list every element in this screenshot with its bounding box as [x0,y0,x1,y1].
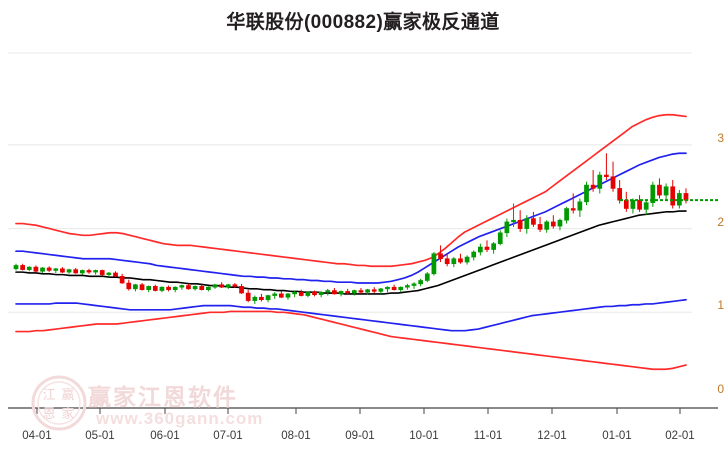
y-axis-tick: 0 [717,382,724,396]
x-axis-tick: 10-01 [409,430,439,442]
page-title: 华联股份(000882)赢家极反通道 [226,12,500,33]
grid-lines [8,52,692,313]
x-axis-tick: 02-01 [665,430,695,442]
x-axis-tick: 06-01 [150,430,180,442]
x-axis-tick: 12-01 [537,430,567,442]
y-axis-tick: 2 [717,214,724,229]
y-axis-tick: 3 [717,130,724,145]
channel-series [15,113,687,371]
y-axis-tick: 1 [717,298,724,313]
x-axis-tick: 09-01 [345,430,375,442]
x-axis-tick: 04-01 [22,430,52,442]
x-axis-tick: 01-01 [602,430,632,442]
x-axis-tick: 07-01 [213,430,243,442]
x-axis-tick: 08-01 [281,430,311,442]
x-axis-tick: 05-01 [85,430,115,442]
axis-lines [8,407,718,414]
x-axis-tick: 11-01 [473,430,503,442]
